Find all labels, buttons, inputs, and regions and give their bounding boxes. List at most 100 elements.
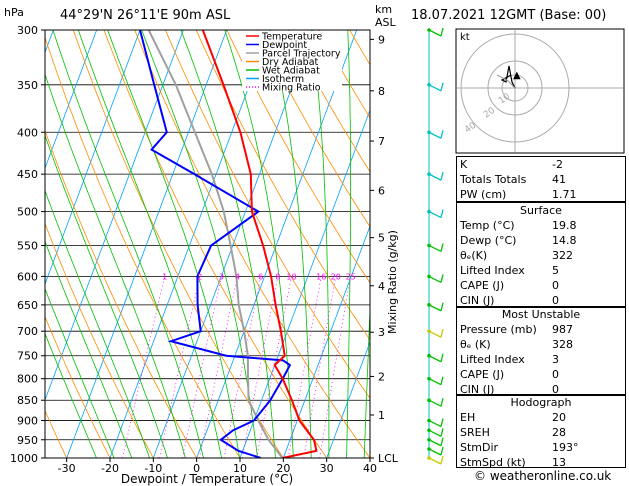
- temp-tick-label: -10: [144, 462, 162, 475]
- mixing-ratio-label: 3: [219, 272, 224, 281]
- dry-adiabat-line: [164, 30, 370, 400]
- mixing-ratio-label: 4: [235, 272, 240, 281]
- mu-cape: CAPE (J) 0: [460, 368, 559, 381]
- wind-barb-flag: [440, 209, 444, 218]
- surface-panel: Surface Temp (°C) 19.8 Dewp (°C) 14.8 θₑ(K…: [456, 202, 626, 308]
- wind-barb-dot: [427, 437, 431, 442]
- mixing-ratio-label: 2: [197, 272, 202, 281]
- pressure-tick-label: 1000: [10, 452, 38, 465]
- mixing-ratio-line: [319, 276, 352, 458]
- wet-adiabat-line: [141, 30, 258, 458]
- wind-barb-flag: [440, 418, 444, 427]
- wind-barb-dot: [427, 329, 431, 334]
- wind-barb-flag: [440, 82, 444, 91]
- height-tick-label: 4: [378, 280, 385, 293]
- wind-barb-flag: [440, 398, 444, 407]
- wet-adiabat-line: [45, 189, 151, 458]
- wind-barb: [428, 419, 442, 428]
- pressure-tick-label: 750: [17, 350, 38, 363]
- indices-panel: K -2 Totals Totals 41 PW (cm) 1.71: [456, 156, 626, 202]
- pressure-tick-label: 550: [17, 239, 38, 252]
- wet-adiabat-line: [45, 73, 186, 458]
- height-tick-label: LCL: [378, 452, 399, 465]
- height-tick-label: 6: [378, 184, 385, 197]
- mu-pressure: Pressure (mb) 987: [460, 323, 573, 336]
- mu-cin: CIN (J) 0: [460, 383, 559, 396]
- isotherm-line: [239, 109, 370, 458]
- dry-adiabat-line: [226, 30, 370, 284]
- wind-barb: [428, 330, 442, 338]
- hodo-stmdir: StmDir 193°: [460, 441, 579, 454]
- index-k: K -2: [460, 158, 563, 171]
- temp-tick-label: 40: [363, 462, 377, 475]
- pressure-tick-label: 700: [17, 325, 38, 338]
- wind-barb-dot: [427, 376, 431, 381]
- isotherm-line: [282, 224, 370, 458]
- wet-adiabat-line: [224, 30, 294, 458]
- mixing-ratio-line: [241, 276, 279, 458]
- temp-tick-label: 0: [193, 462, 200, 475]
- legend-label: Parcel Trajectory: [262, 49, 341, 60]
- legend-label: Mixing Ratio: [262, 83, 321, 94]
- dry-adiabat-line: [45, 409, 68, 458]
- mu-theta-e: θₑ (K) 328: [460, 338, 573, 351]
- isotherm-line: [45, 30, 54, 54]
- wind-barb-dot: [427, 172, 431, 176]
- wind-barb-flag: [440, 376, 444, 385]
- height-tick-label: 1: [378, 409, 385, 422]
- surface-title: Surface: [520, 204, 562, 217]
- dry-adiabat-line: [195, 30, 370, 341]
- wind-barb-dot: [427, 428, 431, 433]
- wet-adiabat-line: [77, 30, 222, 458]
- hodo-sreh: SREH 28: [460, 426, 566, 439]
- wind-barb-dot: [427, 353, 431, 358]
- wind-barb: [428, 304, 442, 312]
- isotherm-line: [326, 340, 370, 458]
- temp-tick-label: -30: [58, 462, 76, 475]
- wind-barb-flag: [440, 243, 444, 252]
- wind-barb: [428, 173, 442, 181]
- dry-adiabat-line: [45, 315, 111, 458]
- mixing-ratio-axis-label: Mixing Ratio (g/kg): [386, 230, 399, 334]
- wind-barb-dot: [427, 274, 431, 279]
- wind-barb: [428, 211, 442, 219]
- date-title: 18.07.2021 12GMT (Base: 00): [411, 8, 606, 23]
- most-unstable-panel: Most Unstable Pressure (mb) 987 θₑ (K) 328…: [456, 306, 626, 396]
- x-axis-label: Dewpoint / Temperature (°C): [121, 472, 293, 486]
- temp-tick-label: -20: [101, 462, 119, 475]
- pressure-tick-label: 500: [17, 206, 38, 219]
- mixing-ratio-label: 10: [286, 272, 296, 281]
- mixing-ratio-line: [223, 276, 262, 458]
- pressure-tick-label: 450: [17, 168, 38, 181]
- pressure-tick-label: 650: [17, 299, 38, 312]
- wet-adiabat-line: [52, 30, 204, 458]
- height-tick-label: 5: [378, 232, 385, 245]
- copyright[interactable]: © weatheronline.co.uk: [474, 469, 612, 483]
- wind-barb-dot: [427, 447, 431, 451]
- mixing-ratio-label: 1: [162, 272, 167, 281]
- surface-temp: Temp (°C) 19.8: [460, 219, 577, 232]
- wind-barb: [428, 448, 442, 456]
- wind-barb-flag: [440, 171, 444, 181]
- wind-barb: [428, 275, 442, 283]
- height-tick-label: 8: [378, 85, 385, 98]
- hodograph-params-title: Hodograph: [510, 396, 572, 409]
- hodo-stmspd: StmSpd (kt) 13: [460, 456, 566, 469]
- dewpoint-line: [139, 30, 292, 458]
- hodograph-unit: kt: [460, 32, 470, 43]
- hodograph-storm-arrow: ▲: [513, 70, 521, 81]
- isotherm-line: [45, 30, 141, 286]
- pressure-tick-label: 800: [17, 373, 38, 386]
- mixing-ratio-line: [122, 276, 166, 458]
- wind-barb-flag: [440, 27, 444, 37]
- dry-adiabat-line: [45, 222, 154, 458]
- dry-adiabat-line: [45, 129, 198, 458]
- wind-barb-dot: [427, 209, 431, 214]
- pressure-tick-label: 900: [17, 415, 38, 428]
- wind-barb-flag: [440, 428, 444, 437]
- index-pw: PW (cm) 1.71: [460, 188, 577, 201]
- wind-barb-dot: [427, 243, 431, 248]
- mixing-ratio-label: 16: [316, 272, 326, 281]
- hpa-label: hPa: [4, 6, 24, 19]
